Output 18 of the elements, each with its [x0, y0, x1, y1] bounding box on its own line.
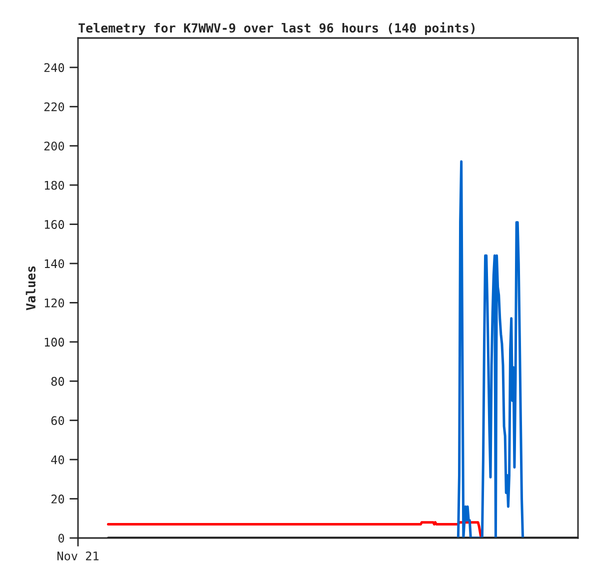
y-tick-label: 140 [44, 259, 64, 268]
line-series [106, 521, 482, 538]
y-tick-label: 40 [51, 455, 64, 464]
y-tick-label: 0 [58, 534, 64, 543]
y-tick-label: 180 [44, 180, 64, 190]
y-tick-label: 120 [44, 298, 64, 308]
y-tick-label: 20 [51, 494, 64, 504]
y-tick-label: 100 [44, 338, 64, 347]
y-tick-label: 80 [51, 376, 64, 386]
y-tick-label: 200 [44, 142, 64, 151]
line-series [456, 160, 524, 538]
y-tick-label: 160 [44, 220, 64, 229]
x-tick-label: Nov 21 [57, 551, 99, 560]
chart-title: Telemetry for K7WWV-9 over last 96 hours (140 points) [78, 22, 475, 36]
y-tick-label: 60 [51, 416, 64, 426]
y-tick-label: 220 [44, 102, 64, 112]
y-tick-label: 240 [44, 63, 64, 72]
y-axis-title: Values [26, 266, 36, 310]
